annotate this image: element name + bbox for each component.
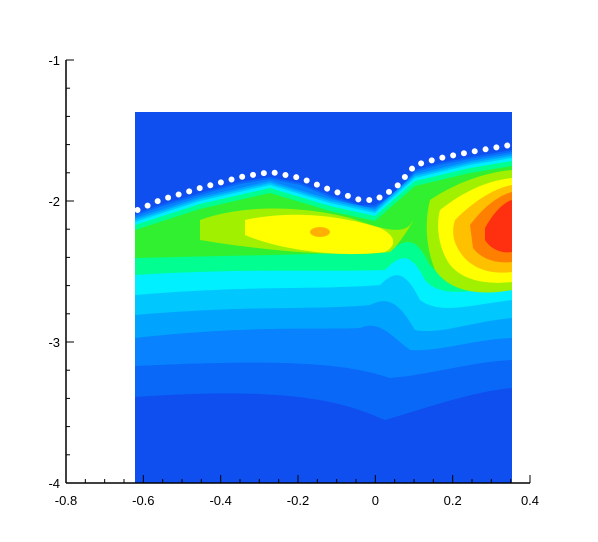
x-tick-label: -0.8 [55,493,77,508]
y-tick-label: -4 [48,476,60,491]
y-tick-label: -1 [48,53,60,68]
contour-field [135,112,512,483]
x-tick-label: -0.6 [132,493,154,508]
x-tick-label: -0.4 [209,493,231,508]
x-tick-label: 0.2 [444,493,462,508]
x-tick-label: -0.2 [287,493,309,508]
dotted-boundary [134,142,514,214]
y-tick-label: -3 [48,335,60,350]
y-tick-label: -2 [48,194,60,209]
x-tick-label: 0 [372,493,379,508]
x-tick-label: 0.4 [521,493,539,508]
